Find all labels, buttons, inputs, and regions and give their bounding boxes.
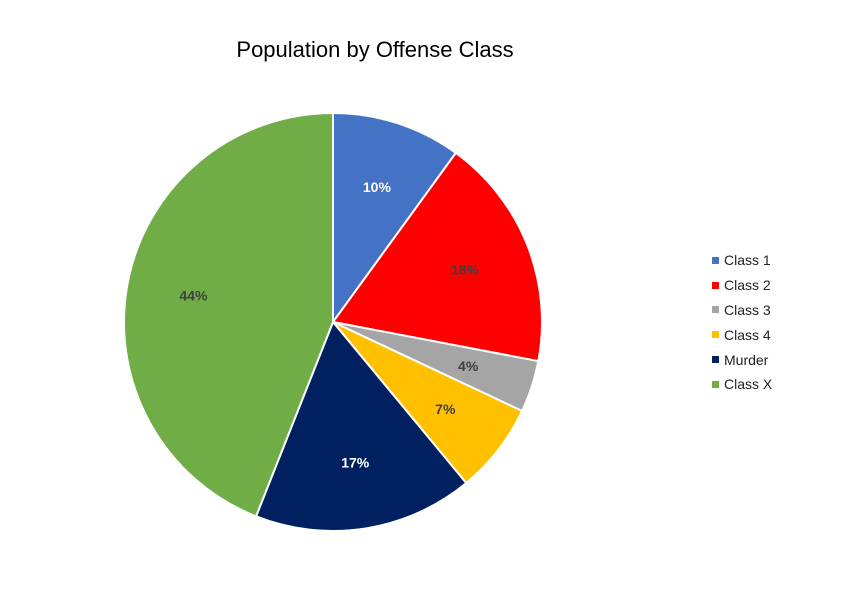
data-label-murder: 17% (341, 454, 370, 470)
legend-swatch (712, 306, 719, 314)
legend-item: Class 4 (712, 322, 772, 347)
legend-label: Class 3 (724, 301, 771, 318)
chart-legend: Class 1 Class 2 Class 3 Class 4 Murder Class … (712, 248, 772, 397)
legend-swatch (712, 380, 719, 388)
data-label-class-2: 18% (451, 262, 480, 278)
legend-label: Class 1 (724, 252, 771, 269)
legend-label: Murder (724, 351, 769, 368)
chart-title: Population by Offense Class (236, 37, 514, 62)
data-label-class-4: 7% (435, 401, 456, 417)
data-label-class-3: 4% (458, 358, 479, 374)
legend-item: Class 2 (712, 273, 772, 298)
pie-slice-class-x (123, 111, 334, 518)
legend-label: Class X (724, 376, 773, 393)
legend-swatch (712, 281, 719, 289)
legend-label: Class 2 (724, 277, 771, 294)
legend-swatch (712, 356, 719, 364)
legend-item: Class 3 (712, 298, 772, 323)
legend-item: Class 1 (712, 248, 772, 273)
legend-item: Murder (712, 347, 772, 372)
data-label-class-x: 44% (179, 287, 208, 303)
data-label-class-1: 10% (363, 179, 392, 195)
legend-swatch (712, 256, 719, 264)
legend-item: Class X (712, 372, 772, 397)
legend-swatch (712, 331, 719, 339)
pie-slice-class-2 (331, 151, 543, 363)
pie-slice-class-1 (332, 111, 458, 326)
legend-label: Class 4 (724, 326, 771, 343)
pie-slice-murder (254, 320, 468, 532)
